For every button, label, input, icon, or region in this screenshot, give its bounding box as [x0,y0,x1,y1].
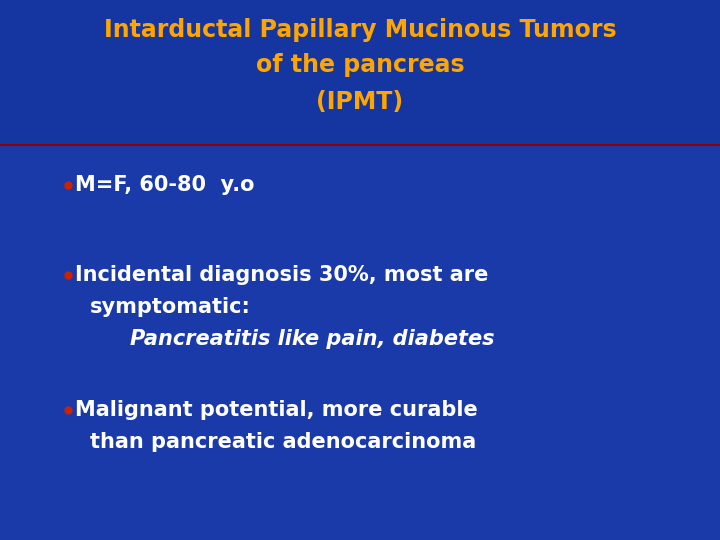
Text: of the pancreas: of the pancreas [256,53,464,77]
Text: Malignant potential, more curable: Malignant potential, more curable [75,400,478,420]
Bar [0,0,720,145]
Text: Pancreatitis like pain, diabetes: Pancreatitis like pain, diabetes [130,329,495,349]
Text: Intarductal Papillary Mucinous Tumors: Intarductal Papillary Mucinous Tumors [104,18,616,42]
Text: (IPMT): (IPMT) [316,90,404,114]
Text: Incidental diagnosis 30%, most are: Incidental diagnosis 30%, most are [75,265,488,285]
Text: than pancreatic adenocarcinoma: than pancreatic adenocarcinoma [90,432,476,452]
Text: symptomatic:: symptomatic: [90,297,251,317]
Text: M=F, 60-80  y.o: M=F, 60-80 y.o [75,175,254,195]
